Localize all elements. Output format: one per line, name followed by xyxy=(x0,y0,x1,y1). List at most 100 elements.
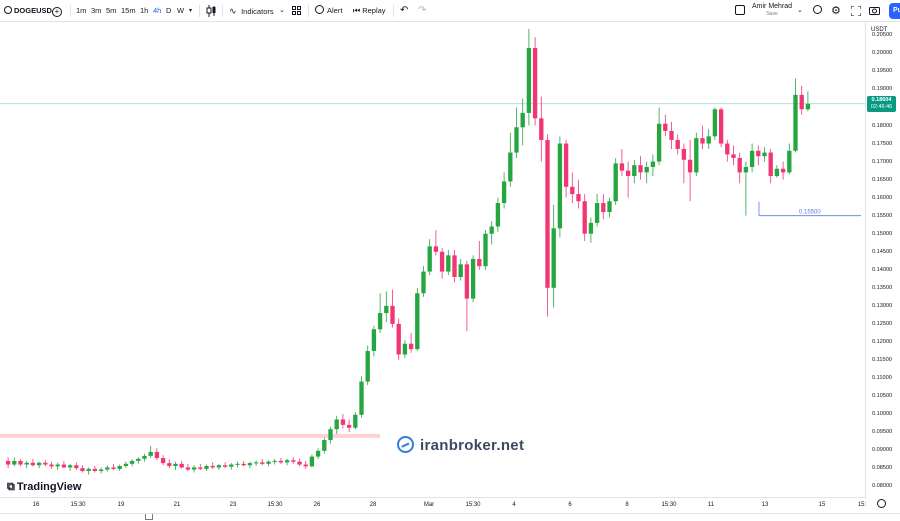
candle-body xyxy=(24,462,29,465)
candle-body xyxy=(805,103,811,110)
candle-body xyxy=(216,465,222,468)
candle-body xyxy=(148,451,153,456)
candle-body xyxy=(743,166,749,173)
candle-body xyxy=(105,467,110,470)
camera-icon xyxy=(869,7,880,15)
layout-grid-icon xyxy=(292,6,301,15)
candle-body xyxy=(402,343,408,355)
interval-15m[interactable]: 15m xyxy=(121,6,136,15)
interval-1h[interactable]: 1h xyxy=(140,6,149,15)
interval-3m[interactable]: 3m xyxy=(91,6,102,15)
candle-body xyxy=(725,143,730,155)
tradingview-logo[interactable]: ⧉ TradingView xyxy=(7,481,82,493)
interval-4h[interactable]: 4h xyxy=(153,6,162,15)
candle-body xyxy=(328,429,333,441)
compare-add-button[interactable]: + xyxy=(52,0,62,22)
toolbar-separator xyxy=(308,5,309,17)
time-tick-label: 6 xyxy=(568,502,572,508)
candle-body xyxy=(74,465,79,469)
price-tick-label: 0.13000 xyxy=(872,302,893,309)
candle-body xyxy=(545,139,550,288)
time-tick-label: 13 xyxy=(761,502,769,508)
candle-body xyxy=(663,123,668,131)
price-tick-label: 0.14000 xyxy=(872,266,893,273)
price-tick-label: 0.19000 xyxy=(872,86,893,93)
layout-save-checkbox[interactable] xyxy=(735,0,745,22)
candle-body xyxy=(787,150,792,173)
resistance-zone xyxy=(0,433,380,438)
candle-body xyxy=(322,440,327,451)
goto-date-icon[interactable] xyxy=(145,514,153,520)
candle-body xyxy=(92,468,98,472)
candle-body xyxy=(315,450,321,457)
candle-body xyxy=(749,150,755,167)
candle-body xyxy=(718,109,724,144)
settings-gear-icon[interactable]: ⚙ xyxy=(831,5,841,17)
candle-body xyxy=(129,460,135,464)
candle-body xyxy=(737,157,742,173)
bottom-toolbar xyxy=(0,513,900,521)
candle-body xyxy=(501,181,507,204)
chart-pane[interactable]: 0.15500 xyxy=(0,22,866,497)
replay-icon: ⏮ xyxy=(353,6,361,15)
redo-icon[interactable]: ↷ xyxy=(418,5,427,16)
time-tick-label: 23 xyxy=(229,502,237,508)
candle-body xyxy=(12,460,17,465)
candle-body xyxy=(613,163,618,202)
candle-body xyxy=(452,255,457,277)
candle-body xyxy=(768,152,773,177)
candle-body xyxy=(86,468,91,472)
indicators-dropdown-icon[interactable]: ⌄ xyxy=(279,7,285,14)
candle-body xyxy=(191,467,197,470)
publish-button[interactable]: Pu xyxy=(889,3,900,19)
candle-body xyxy=(526,47,532,113)
price-tick-label: 0.08000 xyxy=(872,483,893,490)
candle-body xyxy=(309,456,315,467)
indicators-button[interactable]: ∿ Indicators xyxy=(229,0,274,22)
candle-body xyxy=(353,414,358,428)
candle-body xyxy=(638,165,643,173)
user-layout-name[interactable]: Amir Mehrad Save xyxy=(752,3,793,17)
candle-body xyxy=(365,350,370,382)
candle-body xyxy=(563,143,569,187)
candle-body xyxy=(607,201,612,213)
iranbroker-logo-icon xyxy=(397,436,414,453)
candle-body xyxy=(247,463,253,466)
interval-w[interactable]: W xyxy=(177,6,185,15)
candlestick-chart[interactable]: 0.15500 xyxy=(0,22,866,497)
candle-body xyxy=(98,469,104,472)
candle-body xyxy=(415,293,420,350)
time-tick-label: 15:30 xyxy=(70,502,86,508)
time-axis-settings-icon[interactable] xyxy=(877,499,886,508)
tradingview-mark-icon: ⧉ xyxy=(7,481,15,493)
interval-1m[interactable]: 1m xyxy=(76,6,87,15)
candle-body xyxy=(334,419,339,430)
candle-body xyxy=(793,94,798,151)
candle-body xyxy=(43,462,48,465)
time-tick-label: 19 xyxy=(117,502,125,508)
candle-body xyxy=(694,138,699,173)
chart-type-button[interactable] xyxy=(206,0,216,22)
currency-label[interactable]: USDT xyxy=(871,27,888,33)
quick-search-button[interactable] xyxy=(813,0,822,22)
interval-5m[interactable]: 5m xyxy=(106,6,117,15)
iranbroker-watermark: iranbroker.net xyxy=(397,436,524,454)
candle-body xyxy=(464,264,470,299)
candle-body xyxy=(55,464,60,467)
toolbar-separator xyxy=(70,5,71,17)
time-axis[interactable]: 16 15:30 19 21 23 15:30 26 28 Mar 15:30 4 6 8 15:30 11… xyxy=(0,497,866,513)
time-tick-label: 26 xyxy=(313,502,321,508)
alert-button[interactable]: Alert xyxy=(315,0,342,22)
price-scale[interactable]: USDT 0.205000.200000.195000.190000.18500… xyxy=(866,22,900,497)
symbol-search[interactable]: DOGEUSD xyxy=(4,0,52,22)
candle-body xyxy=(446,255,451,272)
interval-dropdown-icon[interactable]: ▾ xyxy=(189,8,193,14)
replay-button[interactable]: ⏮ Replay xyxy=(353,6,386,15)
candle-body xyxy=(582,201,587,234)
interval-d[interactable]: D xyxy=(166,6,172,15)
candle-body xyxy=(675,139,680,149)
undo-icon[interactable]: ↶ xyxy=(400,5,409,16)
layout-dropdown-icon[interactable]: ⌄ xyxy=(797,7,803,14)
price-tick-label: 0.08500 xyxy=(872,465,893,472)
price-tick-label: 0.11000 xyxy=(872,374,892,381)
